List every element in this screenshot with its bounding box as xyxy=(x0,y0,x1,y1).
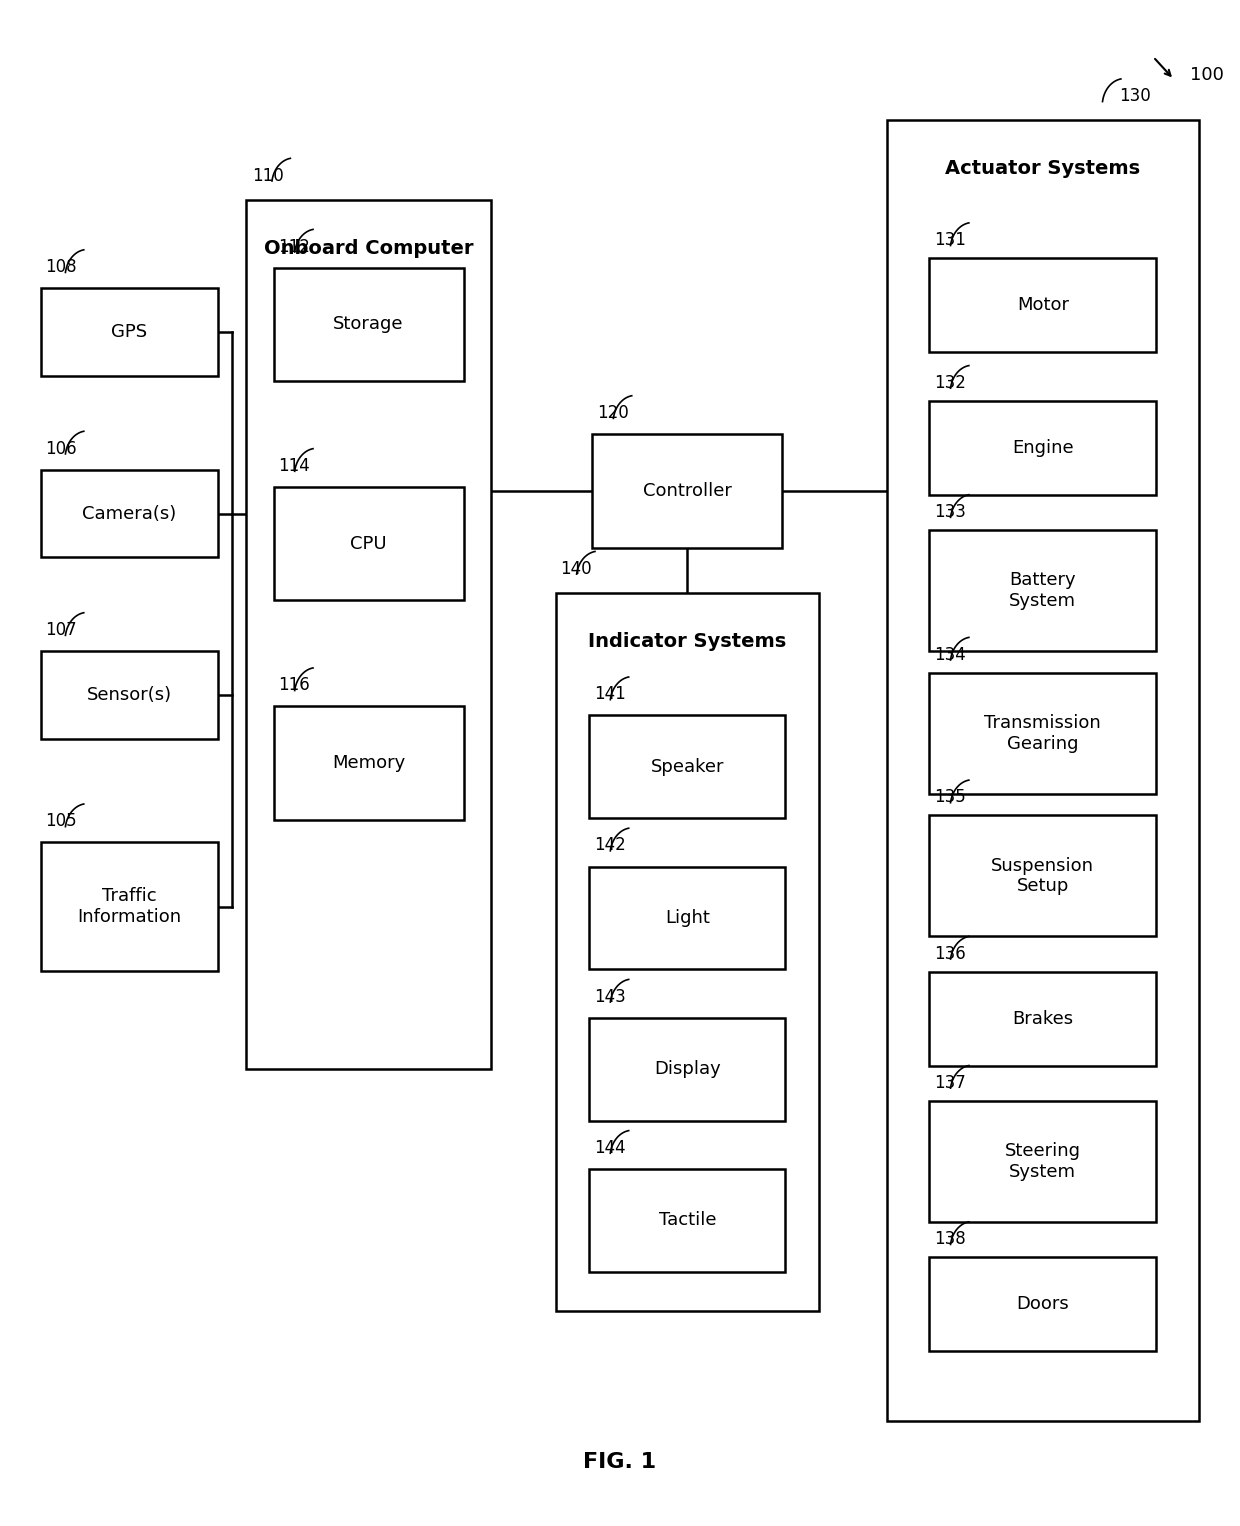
Text: Steering
System: Steering System xyxy=(1004,1141,1081,1181)
Text: Display: Display xyxy=(653,1061,720,1079)
Text: 144: 144 xyxy=(594,1138,626,1157)
Text: Suspension
Setup: Suspension Setup xyxy=(991,856,1095,896)
Text: Engine: Engine xyxy=(1012,439,1074,456)
Text: Speaker: Speaker xyxy=(651,758,724,775)
Text: Motor: Motor xyxy=(1017,296,1069,314)
Text: 132: 132 xyxy=(934,374,966,392)
Text: Light: Light xyxy=(665,909,709,926)
Text: 142: 142 xyxy=(594,836,626,855)
Bar xyxy=(930,530,1156,652)
Text: 130: 130 xyxy=(1120,87,1151,105)
Bar xyxy=(41,652,218,739)
Bar xyxy=(41,842,218,971)
Text: 100: 100 xyxy=(1190,66,1224,84)
Text: 105: 105 xyxy=(46,812,77,830)
Bar xyxy=(589,716,785,818)
Text: 131: 131 xyxy=(934,230,966,249)
Bar xyxy=(930,673,1156,794)
Text: 112: 112 xyxy=(279,238,310,256)
Bar xyxy=(556,594,820,1311)
Text: 143: 143 xyxy=(594,987,626,1006)
Text: 114: 114 xyxy=(279,456,310,475)
Bar xyxy=(887,121,1199,1421)
Text: Indicator Systems: Indicator Systems xyxy=(588,632,786,650)
Text: Battery
System: Battery System xyxy=(1009,571,1076,610)
Text: Memory: Memory xyxy=(332,754,405,772)
Bar xyxy=(930,1257,1156,1351)
Bar xyxy=(274,707,464,819)
Text: 133: 133 xyxy=(934,504,966,520)
Bar xyxy=(589,1018,785,1120)
Text: Brakes: Brakes xyxy=(1012,1010,1074,1027)
Text: GPS: GPS xyxy=(112,324,148,340)
Text: 120: 120 xyxy=(598,404,629,423)
Bar xyxy=(589,1169,785,1271)
Text: Actuator Systems: Actuator Systems xyxy=(945,159,1141,179)
Bar xyxy=(274,267,464,382)
Text: 116: 116 xyxy=(279,676,310,694)
Text: 108: 108 xyxy=(46,258,77,276)
Text: FIG. 1: FIG. 1 xyxy=(583,1451,656,1471)
Bar xyxy=(930,401,1156,494)
Text: CPU: CPU xyxy=(350,534,387,552)
Text: 136: 136 xyxy=(934,945,966,963)
Text: Tactile: Tactile xyxy=(658,1212,715,1230)
Text: 107: 107 xyxy=(46,621,77,639)
Text: Controller: Controller xyxy=(642,482,732,501)
Bar xyxy=(41,288,218,375)
Bar xyxy=(41,470,218,557)
Text: 141: 141 xyxy=(594,685,626,703)
Text: 137: 137 xyxy=(934,1074,966,1091)
Text: 106: 106 xyxy=(46,439,77,458)
Bar xyxy=(593,433,782,548)
Bar xyxy=(930,258,1156,353)
Text: Storage: Storage xyxy=(334,316,404,334)
Text: 134: 134 xyxy=(934,645,966,664)
Bar xyxy=(930,1100,1156,1222)
Text: Onboard Computer: Onboard Computer xyxy=(264,238,474,258)
Text: Transmission
Gearing: Transmission Gearing xyxy=(985,714,1101,752)
Bar xyxy=(589,867,785,969)
Text: 140: 140 xyxy=(560,560,591,578)
Text: Camera(s): Camera(s) xyxy=(82,505,176,522)
Bar xyxy=(246,200,491,1070)
Text: Traffic
Information: Traffic Information xyxy=(77,887,181,926)
Text: Doors: Doors xyxy=(1017,1296,1069,1312)
Text: 138: 138 xyxy=(934,1230,966,1248)
Bar xyxy=(930,815,1156,937)
Text: 135: 135 xyxy=(934,789,966,806)
Bar xyxy=(274,487,464,600)
Text: 110: 110 xyxy=(252,166,284,185)
Bar xyxy=(930,972,1156,1065)
Text: Sensor(s): Sensor(s) xyxy=(87,687,172,703)
